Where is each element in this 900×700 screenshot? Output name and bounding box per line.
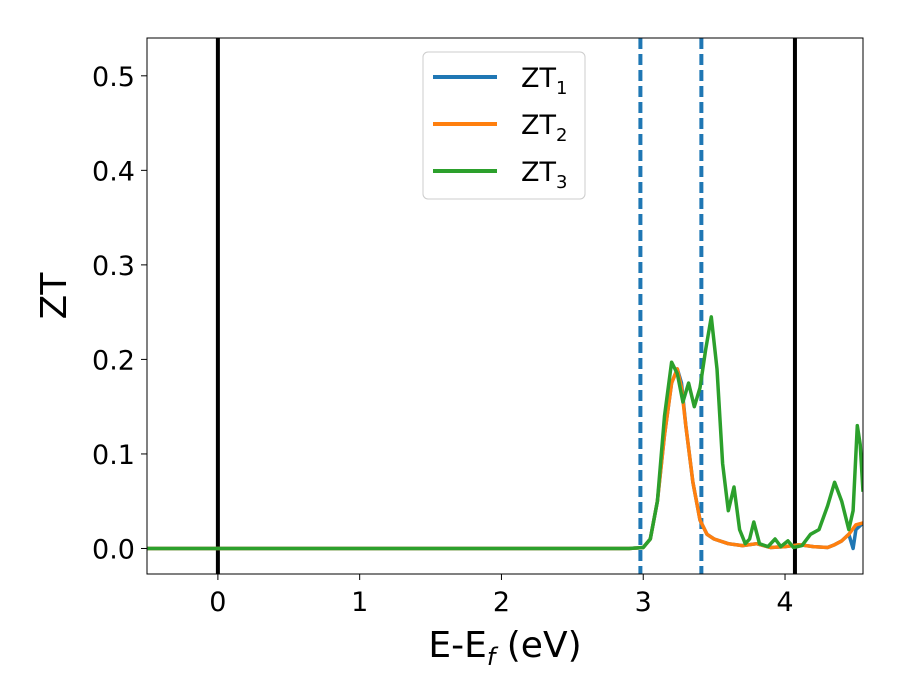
x-axis: 0 1 2 3 4 — [209, 574, 794, 618]
legend-label-1: ZT1 — [521, 63, 567, 99]
x-tick-label: 4 — [776, 587, 793, 618]
y-tick-label: 0.1 — [92, 440, 135, 471]
y-axis-title: ZT — [34, 272, 75, 320]
x-axis-title: E-Ef (eV) — [428, 625, 581, 671]
y-tick-label: 0.4 — [92, 156, 135, 187]
vertical-reference-lines — [215, 38, 797, 574]
y-tick-label: 0.2 — [92, 345, 135, 376]
y-tick-label: 0.5 — [92, 62, 135, 93]
y-tick-label: 0.0 — [92, 534, 135, 565]
legend-box — [422, 51, 586, 200]
plot-frame — [146, 37, 864, 575]
legend-label-3: ZT3 — [521, 157, 567, 193]
x-tick-label: 3 — [635, 587, 652, 618]
x-tick-label: 0 — [209, 587, 226, 618]
legend: ZT1 ZT2 ZT3 — [422, 51, 586, 200]
x-tick-label: 1 — [351, 587, 368, 618]
x-tick-label: 2 — [493, 587, 510, 618]
y-axis: 0.0 0.1 0.2 0.3 0.4 0.5 — [92, 62, 147, 565]
legend-label-2: ZT2 — [521, 110, 567, 146]
y-tick-label: 0.3 — [92, 251, 135, 282]
series-line-zt3 — [147, 315, 863, 551]
series-lines — [147, 315, 863, 551]
